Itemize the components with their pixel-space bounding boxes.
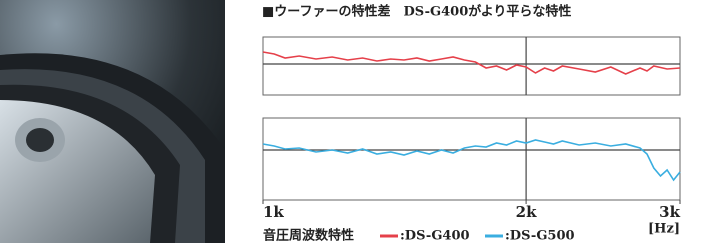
chart-title: ■ウーファーの特性差 DS-G400がより平らな特性 [262, 4, 571, 20]
x-tick-label: 2k [516, 203, 537, 221]
legend-title: 音圧周波数特性 [263, 228, 354, 243]
legend-label: :DS-G400 [400, 229, 470, 243]
plot-frame [263, 118, 680, 200]
x-unit-label: [Hz] [648, 222, 680, 237]
x-tick-label: 1k [263, 203, 284, 221]
legend-label: :DS-G500 [505, 229, 575, 243]
line-series [263, 52, 680, 74]
figure: ■ウーファーの特性差 DS-G400がより平らな特性 [Hz] 音圧周波数特性 … [0, 0, 721, 243]
page: ■ウーファーの特性差 DS-G400がより平らな特性 [Hz] 音圧周波数特性 … [0, 0, 721, 243]
plot-frame [263, 37, 680, 95]
speaker-photo [0, 0, 225, 243]
line-series [263, 140, 680, 180]
x-tick-label: 3k [659, 203, 680, 221]
